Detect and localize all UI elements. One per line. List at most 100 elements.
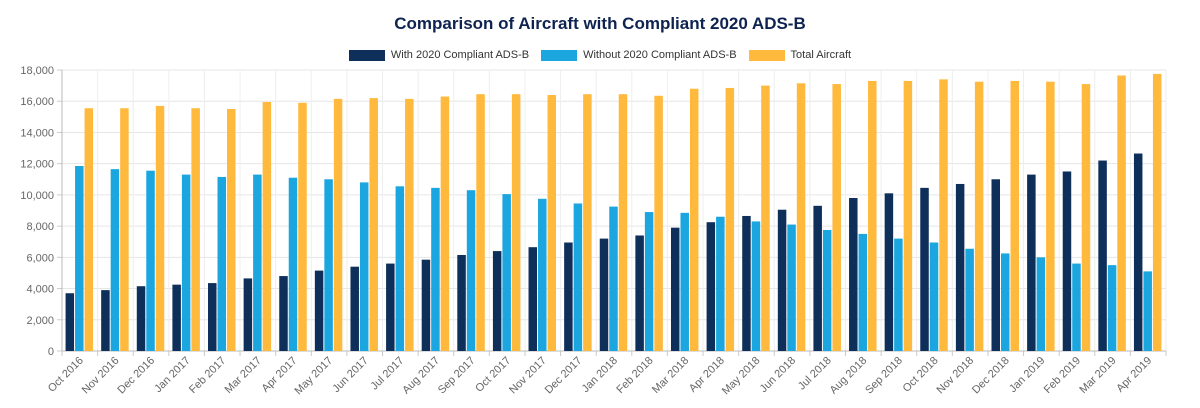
bar-s1-4[interactable] [217, 176, 227, 351]
bar-s1-27[interactable] [1036, 257, 1046, 351]
bar-s2-13[interactable] [547, 94, 557, 351]
bar-s1-10[interactable] [431, 187, 440, 351]
bar-s0-17[interactable] [670, 227, 680, 351]
bar-s0-3[interactable] [172, 284, 181, 351]
bar-s2-4[interactable] [227, 109, 236, 352]
bar-s1-5[interactable] [253, 174, 262, 351]
bar-s0-26[interactable] [991, 179, 1000, 351]
bar-s0-12[interactable] [492, 251, 502, 351]
bar-s1-15[interactable] [609, 206, 618, 351]
bar-s1-21[interactable] [822, 230, 832, 351]
bar-s1-29[interactable] [1107, 265, 1117, 351]
bar-s0-0[interactable] [65, 293, 75, 351]
bar-s0-4[interactable] [208, 283, 217, 351]
legend-item-2[interactable]: Total Aircraft [748, 49, 851, 61]
bar-s0-24[interactable] [920, 187, 929, 351]
bar-s1-0[interactable] [75, 166, 84, 351]
bar-s1-16[interactable] [644, 212, 654, 351]
bar-s2-19[interactable] [761, 85, 770, 351]
bar-s1-22[interactable] [858, 233, 868, 351]
bar-s0-22[interactable] [849, 198, 858, 351]
bar-s0-11[interactable] [457, 254, 466, 351]
x-tick-label: Nov 2016 [80, 355, 122, 397]
bar-s2-21[interactable] [832, 84, 841, 352]
bar-s1-7[interactable] [324, 179, 333, 351]
bar-s2-24[interactable] [939, 79, 948, 351]
bar-s2-26[interactable] [1010, 80, 1019, 351]
bar-s1-19[interactable] [751, 221, 761, 351]
bar-s1-3[interactable] [181, 174, 191, 351]
bar-s1-17[interactable] [680, 212, 689, 351]
bar-s0-29[interactable] [1098, 160, 1107, 351]
bar-s0-15[interactable] [599, 238, 609, 351]
bar-s2-15[interactable] [618, 94, 628, 352]
bar-s1-8[interactable] [359, 182, 369, 351]
bar-s0-30[interactable] [1133, 153, 1143, 351]
bar-s0-13[interactable] [528, 247, 538, 351]
bar-s2-5[interactable] [262, 102, 272, 351]
bar-s1-18[interactable] [716, 216, 725, 351]
bar-s1-30[interactable] [1143, 271, 1152, 351]
bar-s2-2[interactable] [155, 105, 165, 352]
bar-s0-23[interactable] [884, 193, 894, 351]
bar-s1-23[interactable] [894, 238, 903, 351]
bar-s2-16[interactable] [654, 95, 663, 351]
bar-s0-10[interactable] [421, 259, 431, 351]
bar-s2-20[interactable] [796, 83, 806, 352]
bar-s1-2[interactable] [146, 170, 155, 351]
bar-s2-10[interactable] [440, 96, 450, 352]
bar-s0-19[interactable] [742, 215, 751, 351]
bar-s2-3[interactable] [191, 108, 200, 351]
bar-s2-14[interactable] [583, 94, 592, 352]
bar-s2-18[interactable] [725, 87, 735, 352]
bar-s1-28[interactable] [1072, 263, 1081, 351]
bar-s1-1[interactable] [110, 169, 120, 351]
bar-s0-1[interactable] [101, 290, 110, 351]
legend-item-1[interactable]: Without 2020 Compliant ADS-B [541, 49, 737, 61]
bar-s0-6[interactable] [279, 276, 288, 351]
bar-s2-28[interactable] [1081, 84, 1091, 352]
bar-s1-13[interactable] [538, 198, 547, 351]
bar-s2-0[interactable] [84, 108, 94, 351]
bar-s0-7[interactable] [314, 270, 324, 351]
bar-s0-20[interactable] [777, 209, 787, 351]
bar-s2-8[interactable] [369, 98, 378, 351]
bar-s1-24[interactable] [929, 242, 939, 351]
bar-s0-27[interactable] [1027, 174, 1036, 351]
bar-s1-12[interactable] [502, 194, 511, 351]
bar-s0-8[interactable] [350, 266, 359, 351]
bar-s2-11[interactable] [476, 94, 485, 352]
x-tick-label: Dec 2016 [115, 355, 157, 397]
bar-s2-30[interactable] [1152, 73, 1162, 352]
bar-s2-6[interactable] [298, 102, 307, 352]
x-tick-label: Jan 2018 [580, 355, 620, 395]
bar-s2-1[interactable] [120, 108, 129, 351]
bar-s2-9[interactable] [405, 98, 414, 351]
bar-s1-6[interactable] [288, 177, 298, 351]
bar-s0-21[interactable] [813, 205, 822, 351]
bar-s2-7[interactable] [333, 98, 343, 351]
legend-item-0[interactable]: With 2020 Compliant ADS-B [348, 49, 529, 61]
bar-s1-20[interactable] [787, 224, 796, 351]
bar-s0-2[interactable] [136, 286, 146, 351]
bar-s1-11[interactable] [466, 190, 476, 351]
bar-s0-14[interactable] [564, 242, 573, 351]
bar-s1-26[interactable] [1000, 253, 1010, 351]
bar-s0-16[interactable] [635, 235, 644, 351]
bar-s2-29[interactable] [1117, 75, 1126, 351]
bar-s2-12[interactable] [511, 94, 521, 352]
bar-s1-9[interactable] [395, 186, 405, 351]
bar-s2-17[interactable] [689, 88, 699, 351]
bar-s2-22[interactable] [868, 80, 877, 351]
bar-s1-14[interactable] [573, 203, 583, 351]
bar-s0-18[interactable] [706, 222, 716, 351]
y-tick-label: 2,000 [26, 315, 54, 327]
bar-s0-5[interactable] [243, 278, 253, 351]
bar-s0-28[interactable] [1062, 171, 1072, 351]
bar-s2-25[interactable] [974, 81, 984, 351]
bar-s2-27[interactable] [1046, 81, 1055, 351]
bar-s0-25[interactable] [955, 183, 965, 351]
bar-s0-9[interactable] [386, 263, 395, 351]
bar-s2-23[interactable] [903, 80, 913, 351]
bar-s1-25[interactable] [965, 248, 974, 351]
